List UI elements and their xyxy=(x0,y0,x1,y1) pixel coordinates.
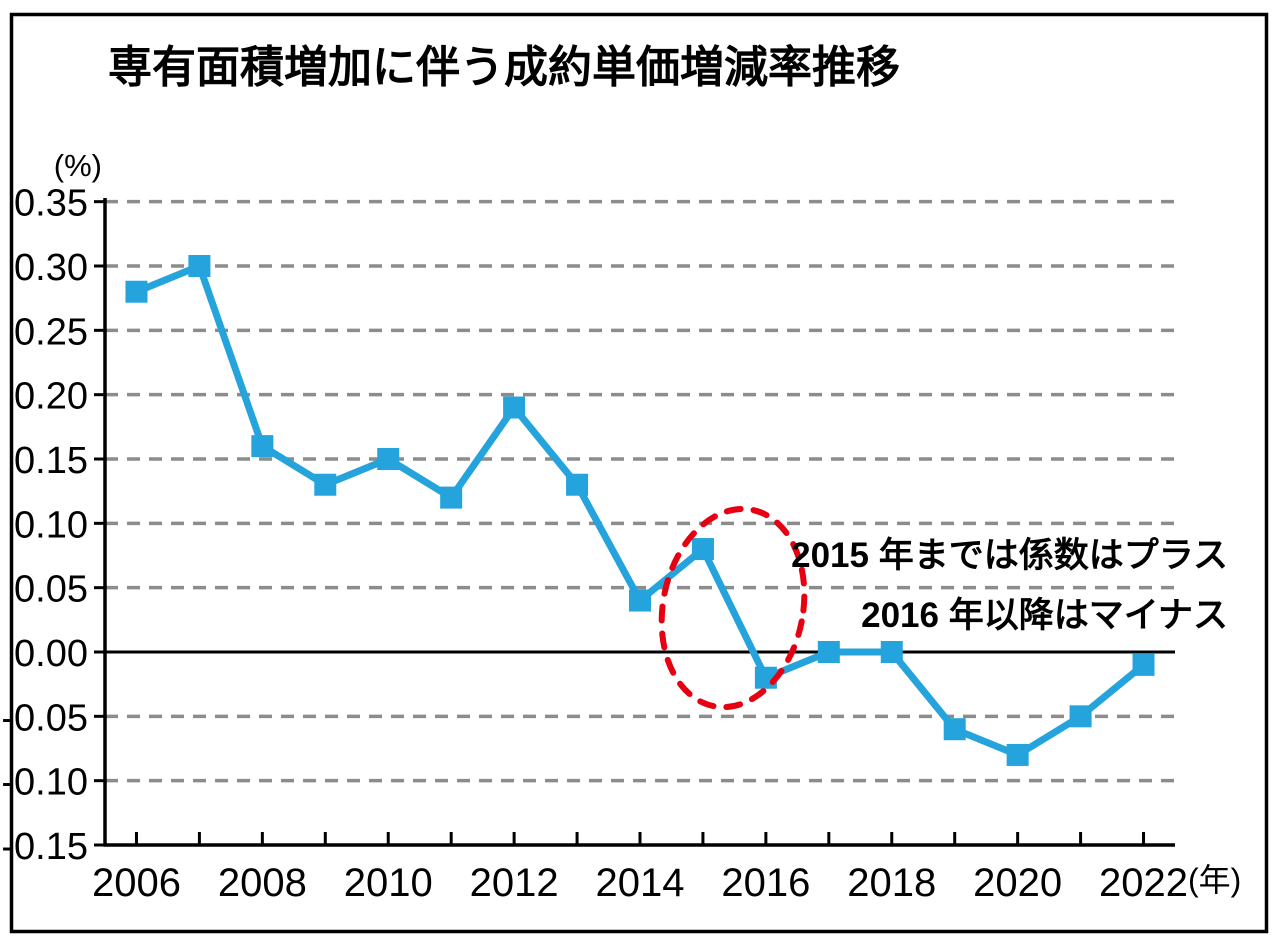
x-tick-label: 2018 xyxy=(847,861,936,905)
data-point-marker xyxy=(691,538,714,561)
series-markers xyxy=(125,255,1155,766)
data-point-marker xyxy=(377,448,400,470)
data-point-marker xyxy=(314,473,337,496)
x-tick-label: 2016 xyxy=(721,861,810,905)
x-tick-label: 2012 xyxy=(470,861,559,905)
y-tick-label: 0.20 xyxy=(14,376,88,418)
highlight-ellipse xyxy=(658,505,808,711)
data-point-marker xyxy=(440,486,463,509)
data-point-marker xyxy=(566,473,589,496)
x-tick-label: 2006 xyxy=(92,861,181,905)
y-tick-labels: 0.35 0.30 0.25 0.20 0.15 0.10 0.05 0.00 -0.05 -0.… xyxy=(1,183,88,868)
chart-title: 専有面積増加に伴う成約単価増減率推移 xyxy=(108,43,900,92)
y-tick-label: -0.15 xyxy=(1,826,88,868)
gridlines xyxy=(105,199,1175,783)
x-tick-label: 2008 xyxy=(218,861,307,905)
data-point-marker xyxy=(817,641,840,663)
y-tick-label: 0.10 xyxy=(14,504,88,546)
x-axis-ticks xyxy=(134,832,1146,845)
annotation-2015: 2015 年までは係数はプラス xyxy=(791,536,1228,575)
y-tick-label: 0.30 xyxy=(14,247,88,289)
data-point-marker xyxy=(1132,653,1155,676)
y-tick-label: 0.00 xyxy=(14,633,88,675)
x-tick-label: 2010 xyxy=(344,861,433,905)
data-point-marker xyxy=(503,396,526,419)
x-tick-label: 2020 xyxy=(973,861,1062,905)
x-axis-unit-label: (年) xyxy=(1188,862,1241,898)
figure-border xyxy=(9,12,1269,934)
annotation-2016: 2016 年以降はマイナス xyxy=(861,596,1228,635)
data-point-marker xyxy=(1069,705,1092,728)
x-tick-label: 2022 xyxy=(1099,861,1188,905)
data-point-marker xyxy=(251,435,274,458)
y-tick-label: -0.10 xyxy=(1,762,88,804)
data-point-marker xyxy=(880,641,903,663)
data-point-marker xyxy=(629,589,651,612)
y-tick-label: 0.35 xyxy=(14,183,88,225)
series-line xyxy=(132,262,1148,759)
y-axis-unit-label: (%) xyxy=(54,148,102,183)
axes xyxy=(103,198,1175,847)
data-point-marker xyxy=(943,718,966,741)
x-tick-label: 2014 xyxy=(596,861,685,905)
data-point-marker xyxy=(188,255,211,277)
data-point-marker xyxy=(1006,743,1029,766)
y-tick-label: 0.25 xyxy=(14,311,88,353)
y-axis-ticks xyxy=(94,200,104,847)
y-tick-label: -0.05 xyxy=(1,697,88,739)
data-point-marker xyxy=(125,280,148,303)
y-tick-label: 0.15 xyxy=(14,440,88,482)
y-tick-label: 0.05 xyxy=(14,569,88,611)
x-tick-labels: 2006 2008 2010 2012 2014 2016 2018 2020 2022 xyxy=(92,861,1188,905)
